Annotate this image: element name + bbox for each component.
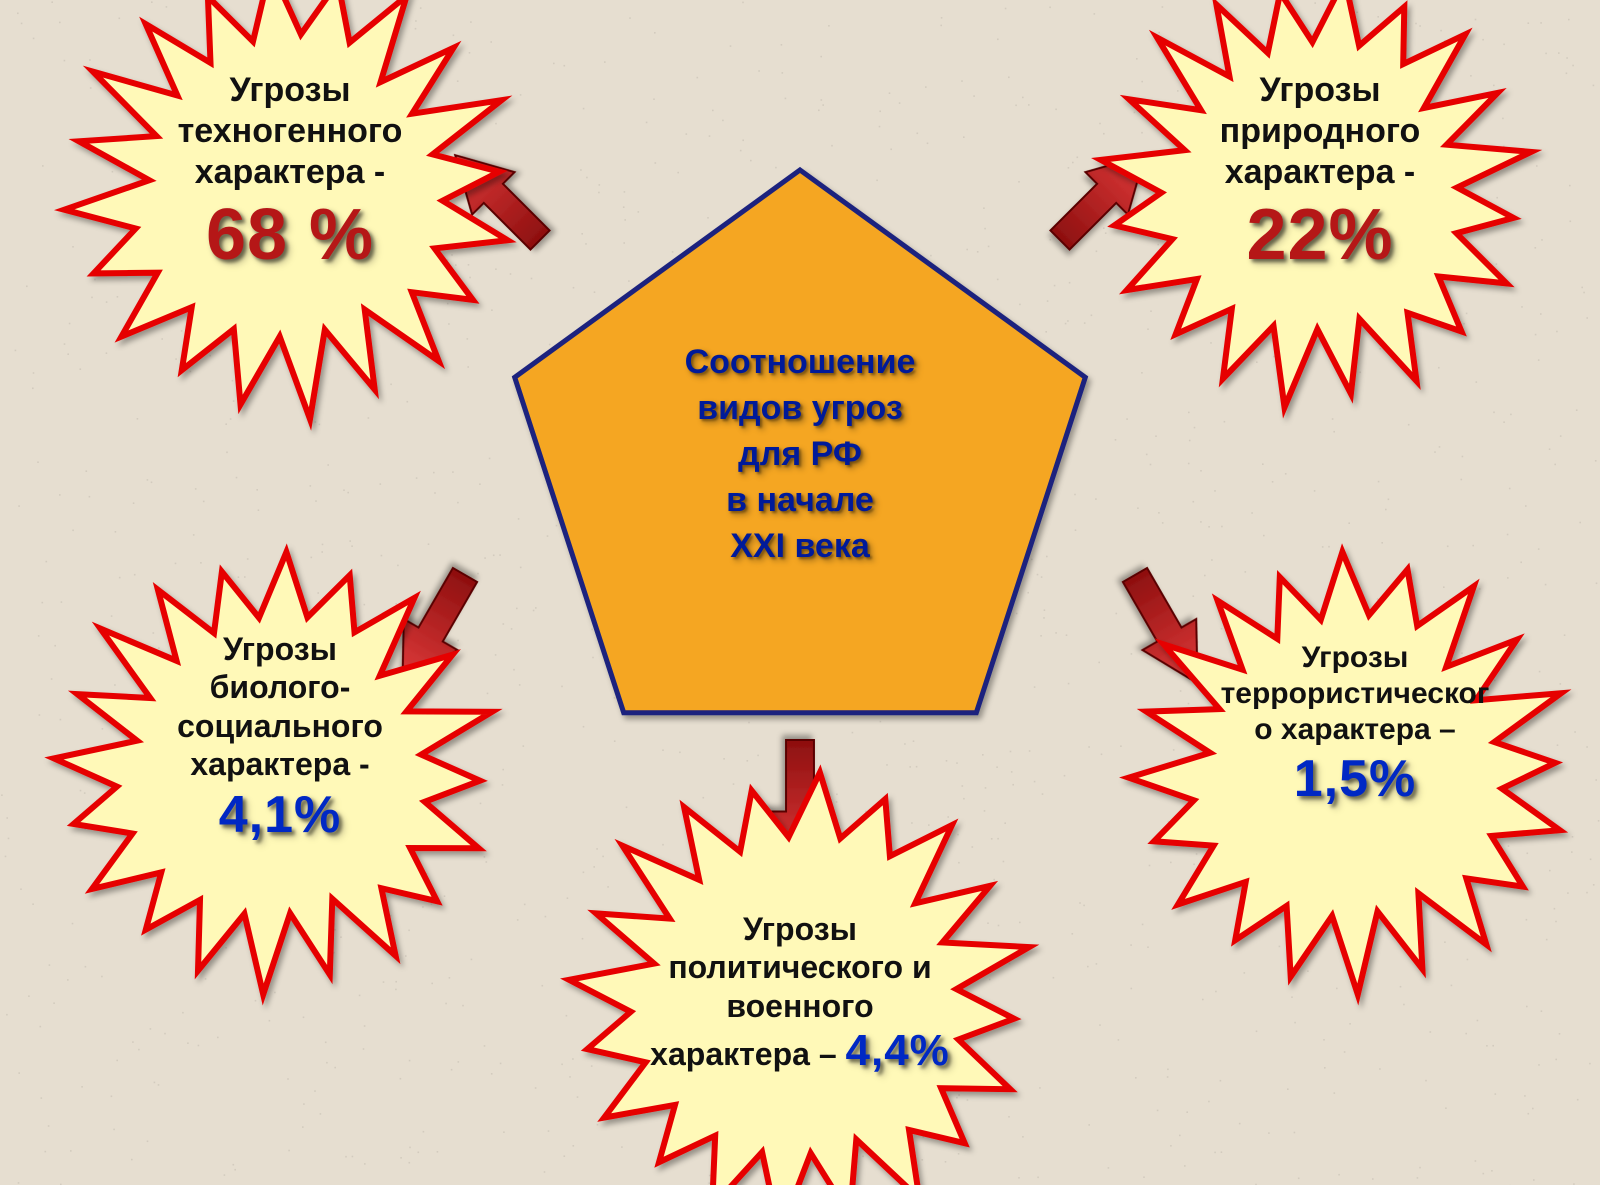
burst-biosocial-label-2: социального bbox=[100, 707, 460, 745]
center-title: Соотношение видов угроз для РФ в начале … bbox=[490, 340, 1110, 569]
center-line-0: Соотношение bbox=[685, 343, 916, 381]
burst-technogenic-label-0: Угрозы bbox=[120, 70, 460, 111]
burst-technogenic-label-1: техногенного bbox=[120, 111, 460, 152]
burst-natural: Угрозы природного характера - 22% bbox=[1150, 70, 1490, 279]
burst-terrorist-label-2: о характера – bbox=[1170, 712, 1540, 748]
burst-political-military: Угрозы политического и военного характер… bbox=[560, 910, 1040, 1078]
burst-polmil-prefix: характера – bbox=[650, 1036, 845, 1072]
burst-polmil-label-2: военного bbox=[560, 987, 1040, 1025]
stage: Соотношение видов угроз для РФ в начале … bbox=[0, 0, 1600, 1185]
center-line-2: для РФ bbox=[738, 435, 862, 473]
center-line-4: XXI века bbox=[730, 527, 870, 565]
burst-biosocial-label-0: Угрозы bbox=[100, 630, 460, 668]
burst-terrorist-value: 1,5% bbox=[1170, 748, 1540, 810]
burst-terrorist-label-1: террористическог bbox=[1170, 676, 1540, 712]
burst-biosocial-value: 4,1% bbox=[100, 784, 460, 846]
center-line-3: в начале bbox=[726, 481, 874, 519]
burst-terrorist-label-0: Угрозы bbox=[1170, 640, 1540, 676]
burst-technogenic: Угрозы техногенного характера - 68 % bbox=[120, 70, 460, 279]
burst-polmil-label-0: Угрозы bbox=[560, 910, 1040, 948]
center-line-1: видов угроз bbox=[697, 389, 903, 427]
burst-polmil-value: 4,4% bbox=[846, 1026, 950, 1075]
burst-polmil-label-1: политического и bbox=[560, 948, 1040, 986]
burst-natural-value: 22% bbox=[1150, 192, 1490, 278]
burst-biosocial-label-1: биолого- bbox=[100, 668, 460, 706]
burst-natural-label-0: Угрозы bbox=[1150, 70, 1490, 111]
burst-biosocial-label-3: характера - bbox=[100, 745, 460, 783]
burst-natural-label-1: природного bbox=[1150, 111, 1490, 152]
burst-technogenic-value: 68 % bbox=[120, 192, 460, 278]
burst-biosocial: Угрозы биолого- социального характера - … bbox=[100, 630, 460, 846]
burst-natural-label-2: характера - bbox=[1150, 152, 1490, 193]
burst-terrorist: Угрозы террористическог о характера – 1,… bbox=[1170, 640, 1540, 810]
burst-technogenic-label-2: характера - bbox=[120, 152, 460, 193]
